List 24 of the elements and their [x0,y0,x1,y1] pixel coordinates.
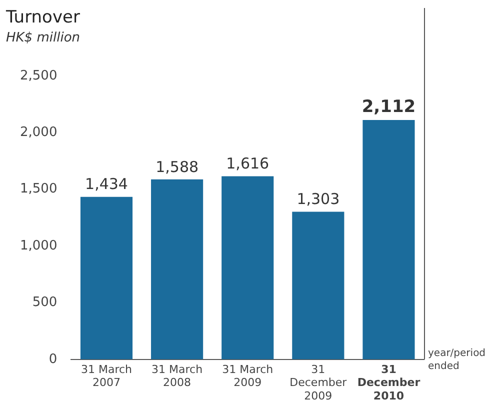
data-label: 1,303 [296,190,340,208]
x-tick-label: 31 December 2010 [357,362,421,402]
bar [362,120,415,360]
x-tick-label: 31 December 2009 [290,362,348,402]
data-label: 2,112 [362,96,416,117]
y-tick-label: 500 [32,295,58,310]
x-tick-label: 31 March 2008 [152,362,203,390]
bar [151,179,204,360]
data-label: 1,588 [156,158,199,176]
y-tick-label: 2,000 [20,125,58,140]
chart-subtitle: HK$ million [6,30,80,46]
y-tick-label: 2,500 [20,68,58,84]
bar [292,212,344,360]
data-label: 1,434 [85,175,128,194]
chart-title: Turnover [5,8,80,28]
x-tick-label: 31 March 2007 [80,362,132,390]
y-tick-label: 0 [48,352,58,367]
data-label: 1,616 [226,154,270,173]
y-tick-label: 1,000 [20,238,58,254]
y-tick-label: 1,500 [20,182,58,197]
x-axis-title: year/period ended [428,348,486,372]
x-tick-label: 31 March 2009 [222,362,274,390]
bar [80,196,133,360]
bar [222,176,274,360]
